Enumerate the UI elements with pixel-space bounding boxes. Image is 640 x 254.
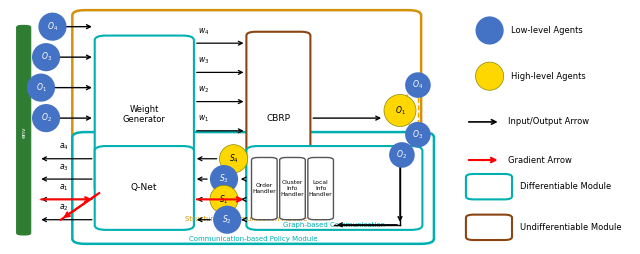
Text: $a_4$: $a_4$: [59, 142, 69, 152]
FancyBboxPatch shape: [72, 10, 421, 225]
Text: Communication-based Policy Module: Communication-based Policy Module: [189, 236, 317, 242]
FancyBboxPatch shape: [252, 157, 277, 220]
FancyBboxPatch shape: [17, 25, 31, 235]
Text: env: env: [21, 126, 26, 138]
Text: $w_4$: $w_4$: [198, 26, 209, 37]
Text: Order
Handler: Order Handler: [252, 183, 276, 194]
Text: $a_3$: $a_3$: [59, 162, 69, 173]
Text: $O_3$: $O_3$: [40, 51, 52, 64]
Text: $O_1$: $O_1$: [395, 104, 405, 117]
Ellipse shape: [213, 206, 241, 234]
Ellipse shape: [210, 185, 238, 213]
Text: Differentiable Module: Differentiable Module: [520, 182, 611, 191]
Text: Undifferentiable Module: Undifferentiable Module: [520, 223, 621, 232]
FancyBboxPatch shape: [246, 146, 422, 230]
Text: $S_2$: $S_2$: [222, 213, 232, 226]
Text: $w_1$: $w_1$: [198, 114, 209, 124]
Ellipse shape: [27, 74, 55, 102]
Text: Input/Output Arrow: Input/Output Arrow: [508, 117, 589, 126]
Ellipse shape: [405, 72, 431, 98]
FancyBboxPatch shape: [72, 132, 434, 244]
Text: $O_4$: $O_4$: [47, 20, 58, 33]
Text: $O_2$: $O_2$: [40, 112, 52, 124]
Text: Structured Communication Module: Structured Communication Module: [186, 216, 307, 222]
Text: Low-level Agents: Low-level Agents: [511, 26, 582, 35]
Text: Q-Net: Q-Net: [131, 183, 157, 193]
Text: Weight
Generator: Weight Generator: [123, 105, 165, 124]
FancyBboxPatch shape: [95, 146, 194, 230]
Text: $w_3$: $w_3$: [198, 56, 209, 66]
Text: $S_3$: $S_3$: [219, 173, 229, 185]
Ellipse shape: [405, 122, 431, 147]
Text: $S_4$: $S_4$: [228, 152, 239, 165]
FancyBboxPatch shape: [95, 36, 194, 193]
Ellipse shape: [210, 165, 238, 193]
Text: $O_3$: $O_3$: [412, 128, 424, 141]
Text: $O_1$: $O_1$: [36, 81, 46, 94]
Text: $O_4$: $O_4$: [412, 79, 424, 91]
Text: Cluster
Info
Handler: Cluster Info Handler: [280, 180, 305, 197]
Text: Local
Info
Handler: Local Info Handler: [308, 180, 333, 197]
Text: $w_2$: $w_2$: [198, 85, 209, 95]
Ellipse shape: [32, 43, 60, 71]
Ellipse shape: [384, 94, 416, 126]
FancyBboxPatch shape: [466, 215, 512, 240]
FancyBboxPatch shape: [308, 157, 333, 220]
Text: CBRP: CBRP: [266, 114, 291, 123]
Ellipse shape: [476, 62, 504, 90]
Text: $S_1$: $S_1$: [219, 193, 229, 206]
Text: $O_2$: $O_2$: [396, 149, 408, 161]
FancyBboxPatch shape: [466, 174, 512, 199]
Ellipse shape: [476, 17, 504, 44]
Ellipse shape: [38, 13, 67, 41]
Ellipse shape: [389, 142, 415, 168]
FancyBboxPatch shape: [246, 32, 310, 204]
Ellipse shape: [32, 104, 60, 132]
Text: Graph-based Communication: Graph-based Communication: [283, 222, 385, 228]
Text: High-level Agents: High-level Agents: [511, 72, 586, 81]
Text: $a_1$: $a_1$: [60, 183, 68, 193]
Text: $a_2$: $a_2$: [60, 203, 68, 213]
FancyBboxPatch shape: [280, 157, 305, 220]
Ellipse shape: [220, 145, 248, 173]
Text: Gradient Arrow: Gradient Arrow: [508, 155, 572, 165]
